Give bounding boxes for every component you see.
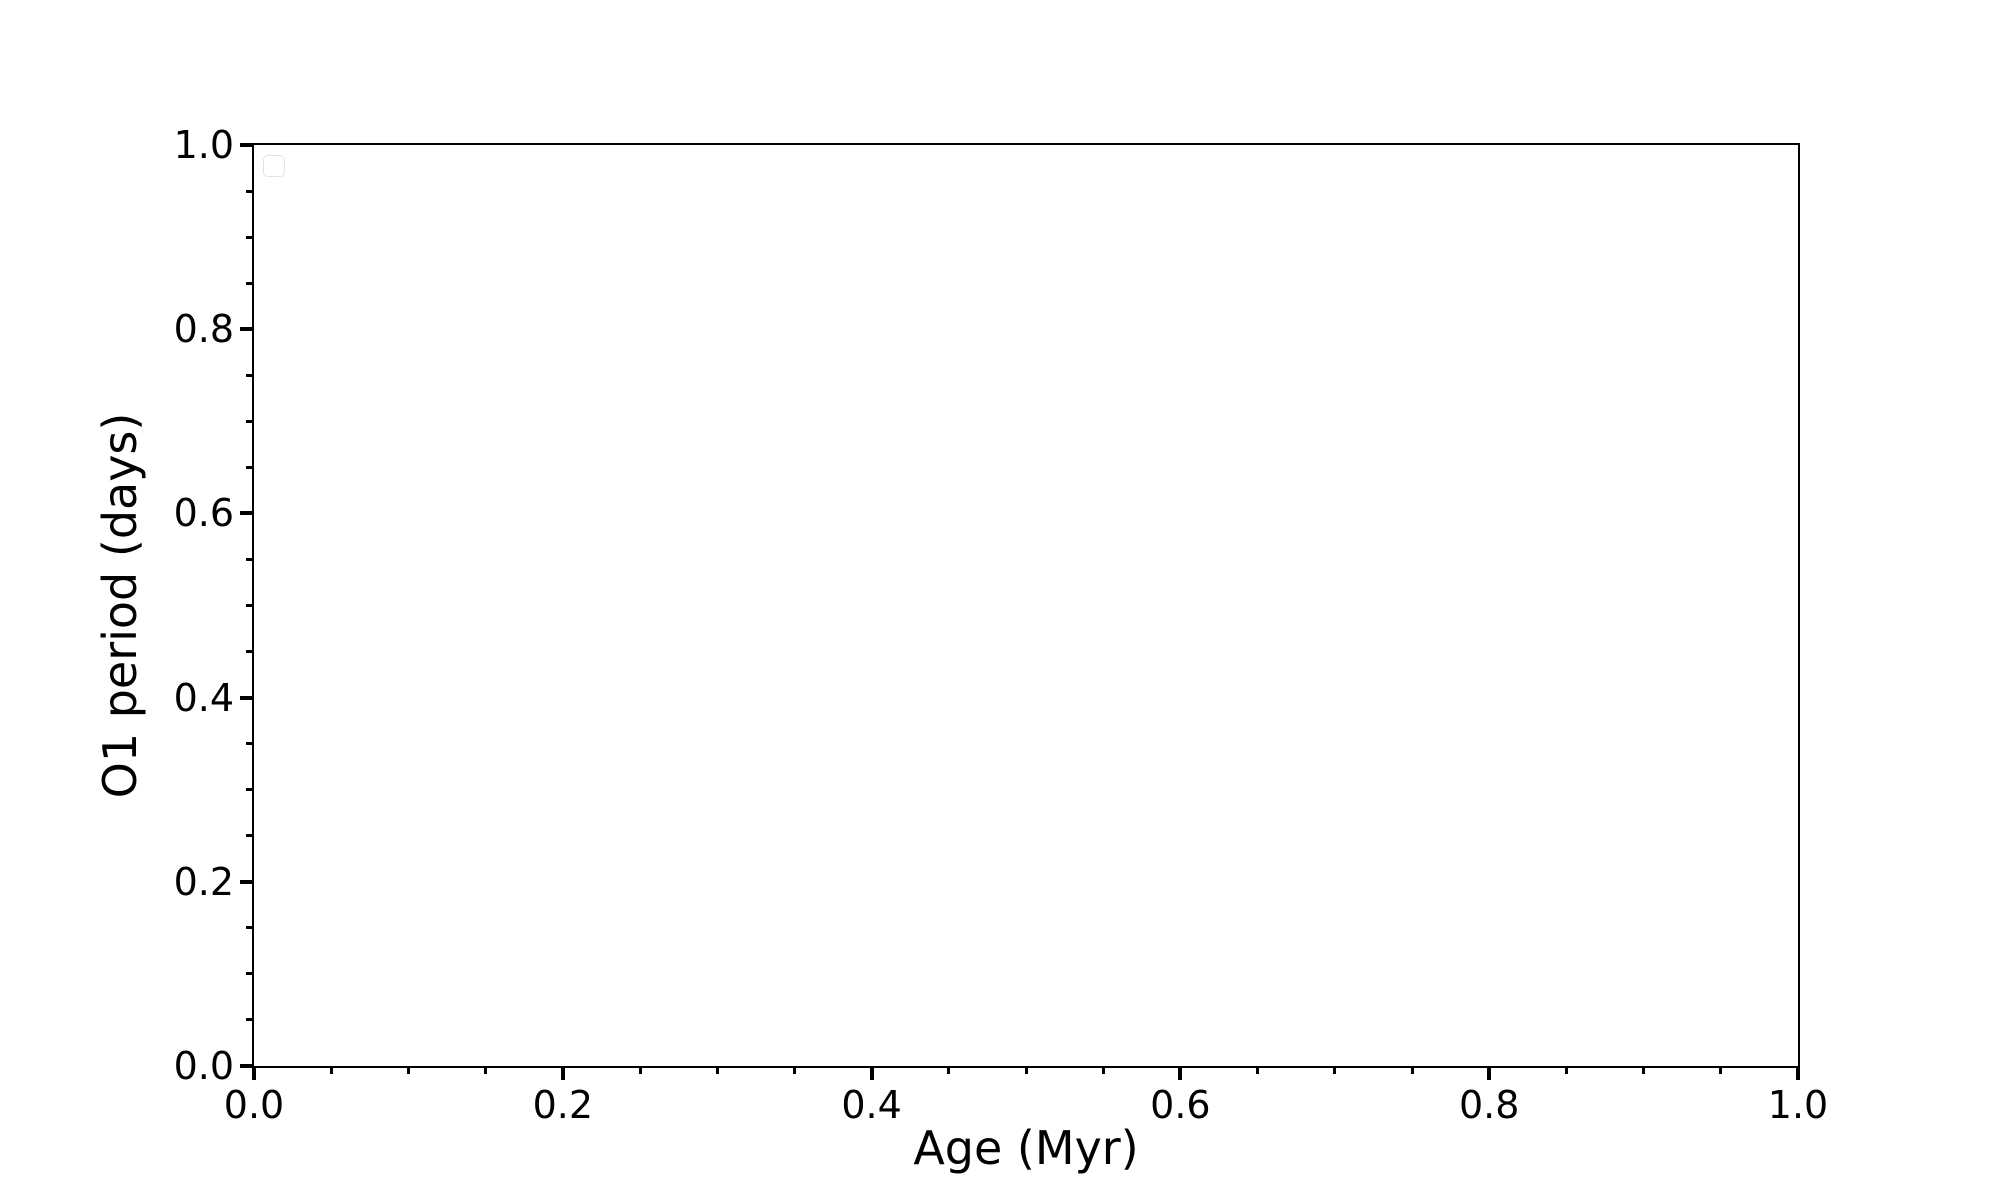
plot-data-area [254,145,1798,1066]
y-axis-major-tick [240,879,254,884]
y-axis-minor-tick [246,373,254,377]
x-axis-minor-tick [715,1066,719,1074]
y-axis-minor-tick [246,557,254,561]
y-axis-tick-label: 0.2 [173,859,234,904]
y-axis-minor-tick [246,281,254,285]
y-axis-minor-tick [246,650,254,654]
x-axis-tick-label: 0.4 [841,1083,902,1127]
x-axis-tick-label: 0.0 [223,1083,285,1127]
x-axis-minor-tick [1101,1066,1105,1074]
x-axis-major-tick [1487,1066,1492,1080]
y-axis-minor-tick [246,189,254,193]
x-axis-minor-tick [1410,1066,1414,1074]
y-axis-minor-tick [246,972,254,976]
y-axis-label: O1 period (days) [93,412,147,799]
x-axis-major-tick [1796,1066,1800,1080]
x-axis-minor-tick [1719,1066,1723,1074]
y-axis-major-tick [240,1064,254,1068]
x-axis-major-tick [560,1066,565,1080]
y-axis-minor-tick [246,1018,254,1022]
x-axis-major-tick [252,1066,256,1080]
y-axis-major-tick [240,143,254,147]
y-axis-minor-tick [246,788,254,792]
y-axis-tick-label: 0.6 [173,491,234,536]
x-axis-minor-tick [638,1066,642,1074]
x-axis-minor-tick [329,1066,333,1074]
x-axis-minor-tick [484,1066,488,1074]
plot-axes: 0.0 0.2 0.4 0.6 0.8 1.0 0.0 0.2 0.4 0.6 0.8 1.0 [174,126,1829,1124]
x-axis-major-tick [1178,1066,1183,1080]
y-axis-minor-tick [246,604,254,607]
x-axis-minor-tick [792,1066,796,1074]
legend-entries [264,156,284,176]
y-axis-minor-tick [246,834,254,838]
x-axis-minor-tick [1564,1066,1568,1074]
x-axis-tick-label: 0.6 [1150,1083,1211,1127]
x-axis-major-tick [869,1066,874,1080]
x-axis-minor-tick [1333,1066,1337,1074]
y-axis-tick-label: 1.0 [173,123,234,167]
x-axis-minor-tick [1256,1066,1260,1074]
y-axis-tick-label: 0.8 [173,307,234,352]
y-axis-minor-tick [246,419,254,423]
y-axis-major-tick [240,695,254,700]
x-axis-minor-tick [406,1066,410,1074]
x-axis-minor-tick [1024,1066,1028,1074]
y-axis-major-tick [240,327,254,332]
y-axis-minor-tick [246,926,254,930]
y-axis-tick-label: 0.0 [173,1044,234,1088]
x-axis-tick-label: 0.2 [532,1083,594,1127]
legend-box[interactable] [263,155,285,177]
y-axis-minor-tick [246,742,254,746]
x-axis-tick-label: 0.8 [1458,1083,1520,1127]
y-axis-major-tick [240,511,254,516]
x-axis-label: Age (Myr) [913,1121,1139,1175]
y-axis-minor-tick [246,235,254,239]
x-axis-tick-label: 1.0 [1767,1083,1829,1127]
y-axis-tick-label: 0.4 [173,675,234,720]
x-axis-minor-tick [1642,1066,1646,1074]
x-axis-minor-tick [947,1066,951,1074]
y-axis-minor-tick [246,465,254,469]
